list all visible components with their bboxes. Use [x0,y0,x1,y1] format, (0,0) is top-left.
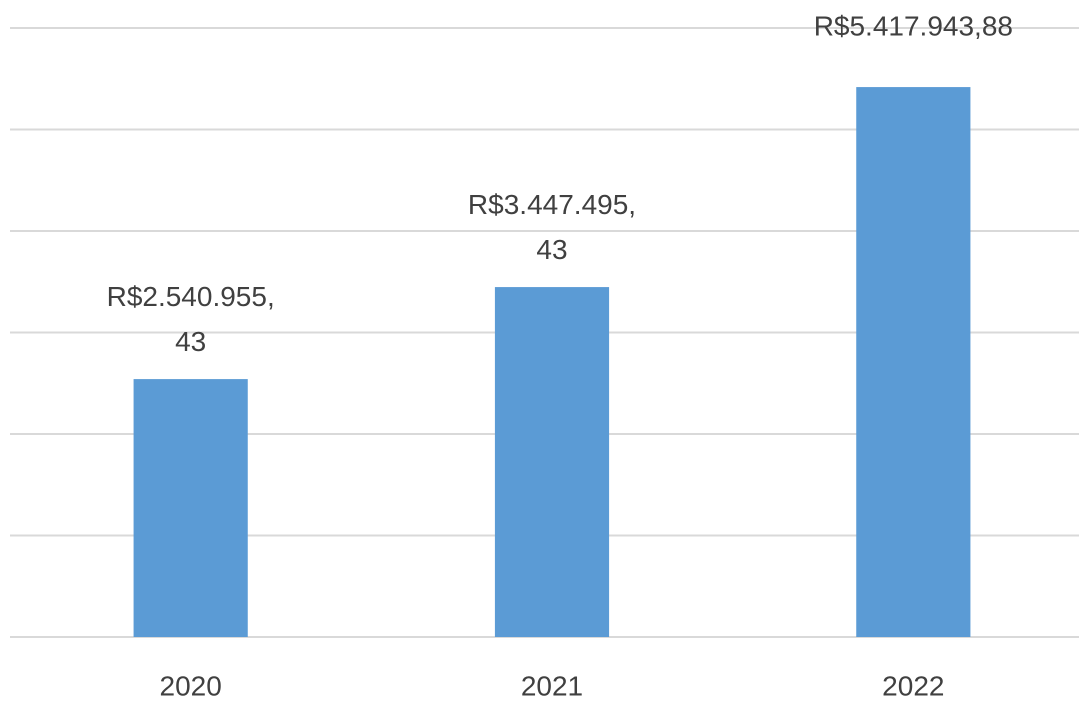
x-tick-label: 2022 [882,670,944,701]
bar [133,379,248,637]
data-label: R$3.447.495, 43 [468,189,636,265]
data-label-line: 43 [536,234,567,265]
data-label: R$2.540.955, 43 [107,281,275,357]
data-label-line: R$3.447.495, [468,189,636,220]
x-tick-label: 2021 [521,670,583,701]
data-label-line: 43 [175,326,206,357]
bar [856,87,971,638]
bar [494,287,610,637]
x-tick-label: 2020 [160,670,222,701]
data-label-line: R$2.540.955, [107,281,275,312]
data-label: R$5.417.943,88 [814,10,1013,41]
